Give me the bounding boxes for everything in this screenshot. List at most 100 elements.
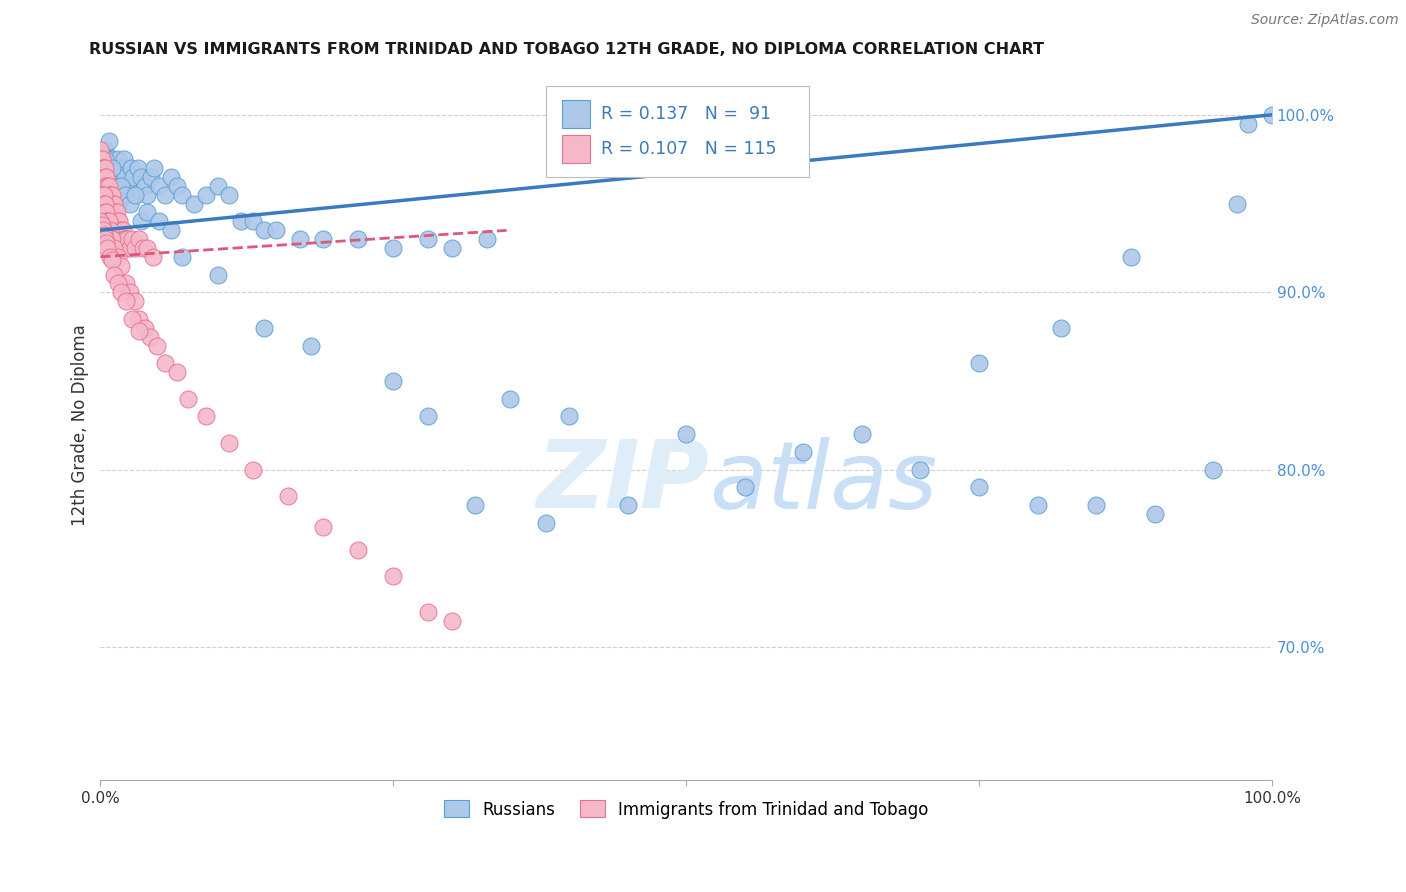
Point xyxy=(418,605,440,619)
Point xyxy=(103,196,125,211)
Point xyxy=(1026,498,1049,512)
Point xyxy=(107,152,129,166)
Point xyxy=(111,178,134,193)
Point xyxy=(118,241,141,255)
Point xyxy=(115,241,138,255)
Point xyxy=(103,152,125,166)
Point xyxy=(94,161,117,175)
Point xyxy=(110,232,132,246)
Point xyxy=(115,187,138,202)
Point xyxy=(229,214,252,228)
Point xyxy=(98,152,121,166)
Point xyxy=(242,463,264,477)
Point xyxy=(93,178,115,193)
Point xyxy=(105,178,128,193)
Point xyxy=(91,196,114,211)
Point xyxy=(207,178,229,193)
Point xyxy=(134,320,156,334)
Point xyxy=(264,223,287,237)
Point xyxy=(121,311,143,326)
Point xyxy=(105,205,128,219)
Point xyxy=(675,427,697,442)
Point xyxy=(103,169,125,184)
Point xyxy=(312,519,335,533)
Point xyxy=(107,250,129,264)
Point xyxy=(91,169,114,184)
Point xyxy=(90,161,112,175)
Point xyxy=(98,178,121,193)
Point xyxy=(115,277,138,291)
Point xyxy=(96,187,118,202)
Point xyxy=(96,205,118,219)
Point xyxy=(534,516,557,530)
Point xyxy=(114,232,136,246)
Point xyxy=(101,161,124,175)
Point xyxy=(96,169,118,184)
Point xyxy=(98,196,121,211)
Point xyxy=(103,196,125,211)
Point xyxy=(96,178,118,193)
Point xyxy=(131,214,153,228)
Point xyxy=(124,187,146,202)
Point xyxy=(100,187,122,202)
Point xyxy=(101,232,124,246)
Point xyxy=(103,205,125,219)
Point xyxy=(103,205,125,219)
Point xyxy=(253,320,276,334)
Point xyxy=(96,178,118,193)
Point xyxy=(107,196,129,211)
Point xyxy=(91,161,114,175)
Point xyxy=(499,392,522,406)
Point xyxy=(100,196,122,211)
Point xyxy=(142,250,165,264)
Point xyxy=(1085,498,1108,512)
Point xyxy=(347,232,370,246)
Point xyxy=(139,169,162,184)
Point xyxy=(851,427,873,442)
Point xyxy=(103,268,125,282)
Point xyxy=(101,187,124,202)
Point xyxy=(89,214,111,228)
Point xyxy=(97,178,120,193)
Point xyxy=(194,409,217,424)
Point xyxy=(101,205,124,219)
Point xyxy=(91,178,114,193)
Point xyxy=(382,569,405,583)
Point xyxy=(100,169,122,184)
Point xyxy=(475,232,498,246)
Point xyxy=(93,228,115,243)
Point xyxy=(194,187,217,202)
Point xyxy=(110,161,132,175)
Point xyxy=(120,161,142,175)
Point xyxy=(89,152,111,166)
Point xyxy=(131,241,153,255)
Point xyxy=(118,196,141,211)
Point xyxy=(299,338,322,352)
Point xyxy=(1050,320,1073,334)
Point xyxy=(153,187,176,202)
Point xyxy=(136,205,159,219)
Legend: Russians, Immigrants from Trinidad and Tobago: Russians, Immigrants from Trinidad and T… xyxy=(437,794,935,825)
Point xyxy=(967,356,990,370)
Point xyxy=(90,152,112,166)
Point xyxy=(97,214,120,228)
Point xyxy=(159,169,181,184)
Point xyxy=(108,169,131,184)
Point xyxy=(148,178,170,193)
Point xyxy=(91,187,114,202)
Point xyxy=(107,214,129,228)
Point xyxy=(347,542,370,557)
Point xyxy=(134,178,156,193)
Point xyxy=(967,480,990,494)
Point xyxy=(382,374,405,388)
Point xyxy=(96,235,118,250)
Point xyxy=(207,268,229,282)
Point xyxy=(128,311,150,326)
Point xyxy=(166,178,188,193)
Point xyxy=(112,152,135,166)
Point xyxy=(288,232,311,246)
Point xyxy=(97,135,120,149)
Point xyxy=(148,214,170,228)
Text: atlas: atlas xyxy=(710,437,938,528)
Point xyxy=(218,187,240,202)
